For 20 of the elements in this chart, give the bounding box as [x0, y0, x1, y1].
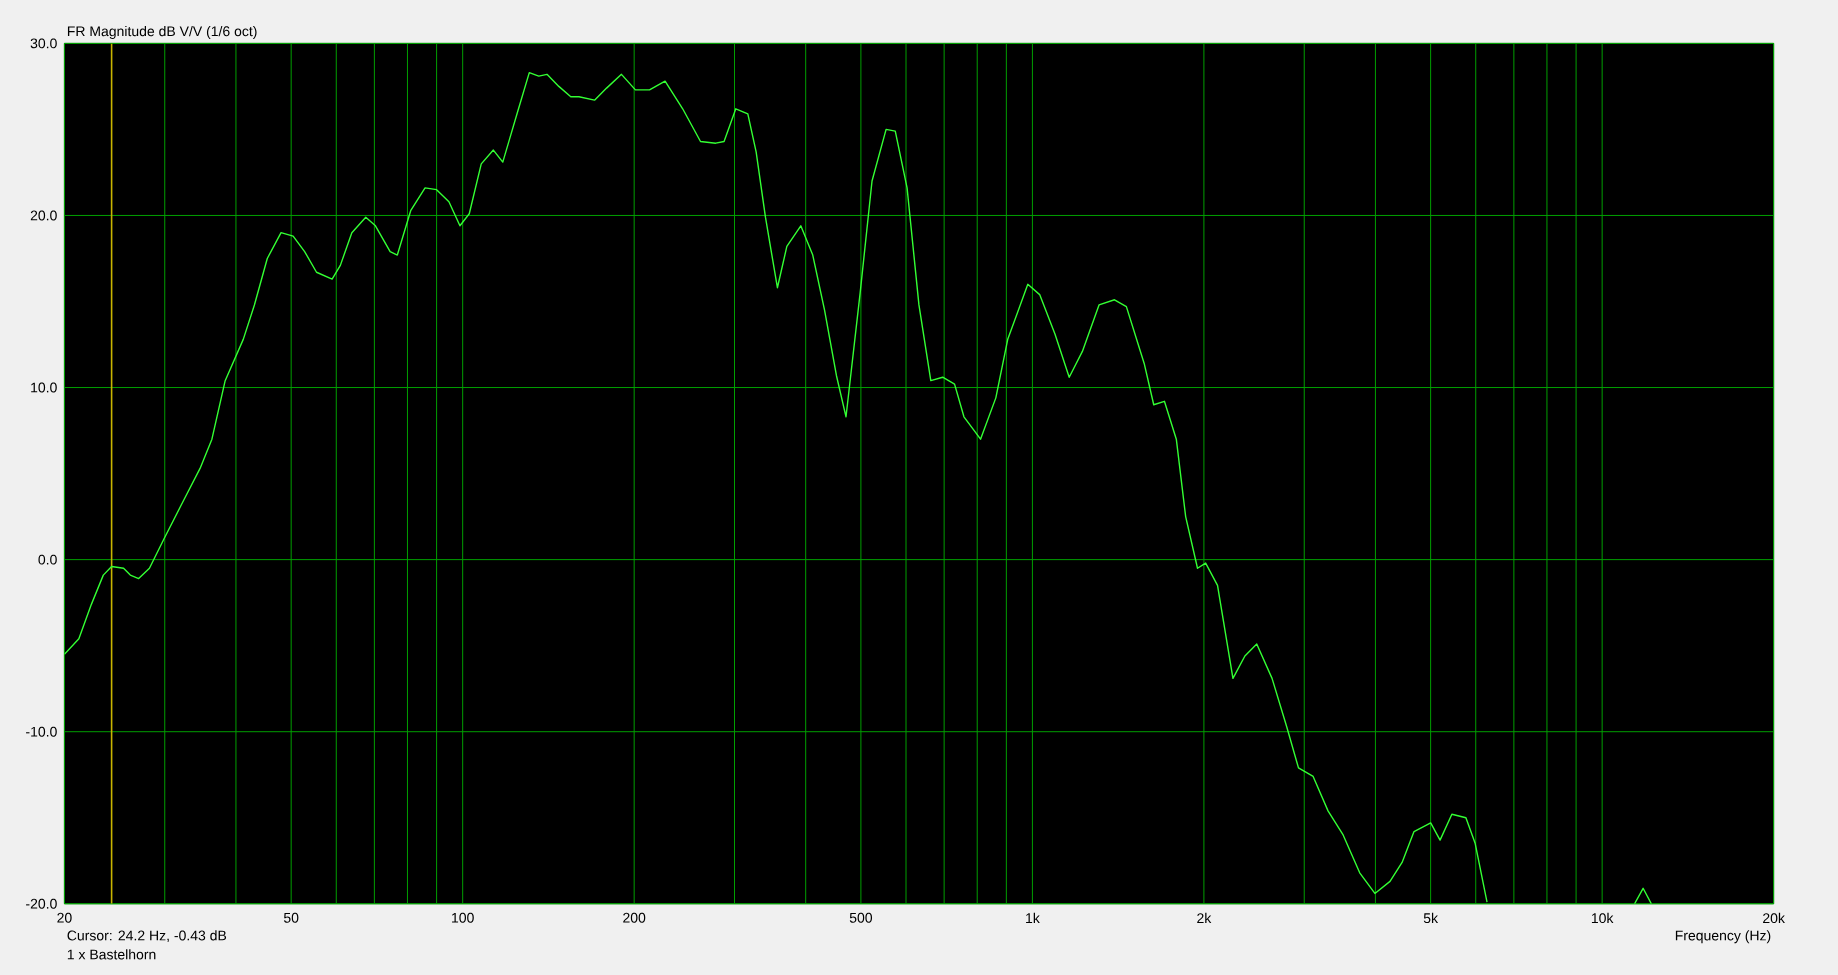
x-tick-label: 500: [849, 912, 873, 923]
x-tick-label: 200: [623, 912, 646, 923]
x-tick-label: 20: [57, 912, 72, 923]
y-tick-label: 30.0: [30, 38, 57, 49]
x-tick-label: 2k: [1197, 912, 1212, 923]
x-tick-label: 20k: [1763, 912, 1785, 924]
text: 1 x Bastelhorn: [67, 949, 156, 960]
x-tick-label: 100: [452, 912, 474, 923]
y-tick-label: 0.0: [38, 554, 57, 565]
x-axis-title: Frequency (Hz): [1675, 930, 1771, 944]
y-tick-label: -20.0: [26, 898, 57, 909]
x-tick-label: 1k: [1026, 912, 1040, 923]
y-tick-label: 20.0: [30, 210, 57, 221]
chart-title: FR Magnitude dB V/V (1/6 oct): [67, 25, 257, 39]
x-tick-label: 5k: [1423, 912, 1439, 924]
y-tick-label: 10.0: [31, 382, 57, 393]
x-tick-label: 50: [283, 912, 299, 923]
text: Cursor: 24.2 Hz, -0.43 dB: [67, 930, 227, 943]
x-tick-label: 10k: [1591, 912, 1614, 924]
y-tick-label: -10.0: [26, 726, 57, 737]
